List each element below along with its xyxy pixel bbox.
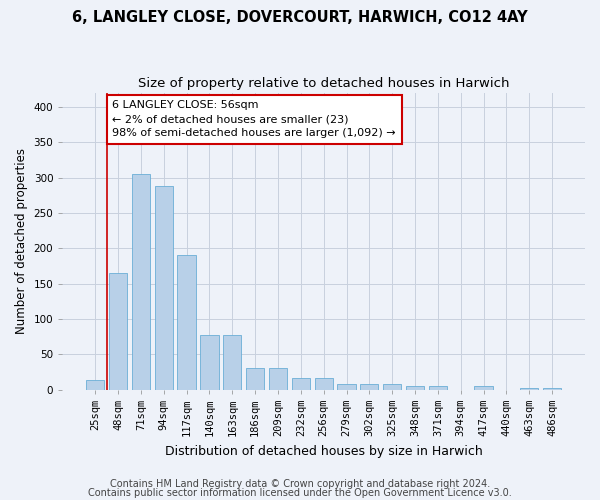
Bar [223, 336, 241, 390]
Bar [406, 386, 424, 390]
X-axis label: Distribution of detached houses by size in Harwich: Distribution of detached houses by size … [165, 444, 482, 458]
Bar [155, 186, 173, 390]
Y-axis label: Number of detached properties: Number of detached properties [15, 148, 28, 334]
Title: Size of property relative to detached houses in Harwich: Size of property relative to detached ho… [138, 78, 509, 90]
Text: Contains public sector information licensed under the Open Government Licence v3: Contains public sector information licen… [88, 488, 512, 498]
Text: 6 LANGLEY CLOSE: 56sqm
← 2% of detached houses are smaller (23)
98% of semi-deta: 6 LANGLEY CLOSE: 56sqm ← 2% of detached … [112, 100, 396, 138]
Bar [109, 273, 127, 390]
Text: Contains HM Land Registry data © Crown copyright and database right 2024.: Contains HM Land Registry data © Crown c… [110, 479, 490, 489]
Bar [200, 336, 218, 390]
Bar [475, 386, 493, 390]
Bar [132, 174, 150, 390]
Bar [520, 388, 538, 390]
Bar [86, 380, 104, 390]
Bar [178, 256, 196, 390]
Bar [314, 378, 333, 390]
Bar [429, 386, 447, 390]
Bar [246, 368, 264, 390]
Bar [337, 384, 356, 390]
Bar [543, 388, 561, 390]
Text: 6, LANGLEY CLOSE, DOVERCOURT, HARWICH, CO12 4AY: 6, LANGLEY CLOSE, DOVERCOURT, HARWICH, C… [72, 10, 528, 25]
Bar [383, 384, 401, 390]
Bar [269, 368, 287, 390]
Bar [360, 384, 379, 390]
Bar [292, 378, 310, 390]
